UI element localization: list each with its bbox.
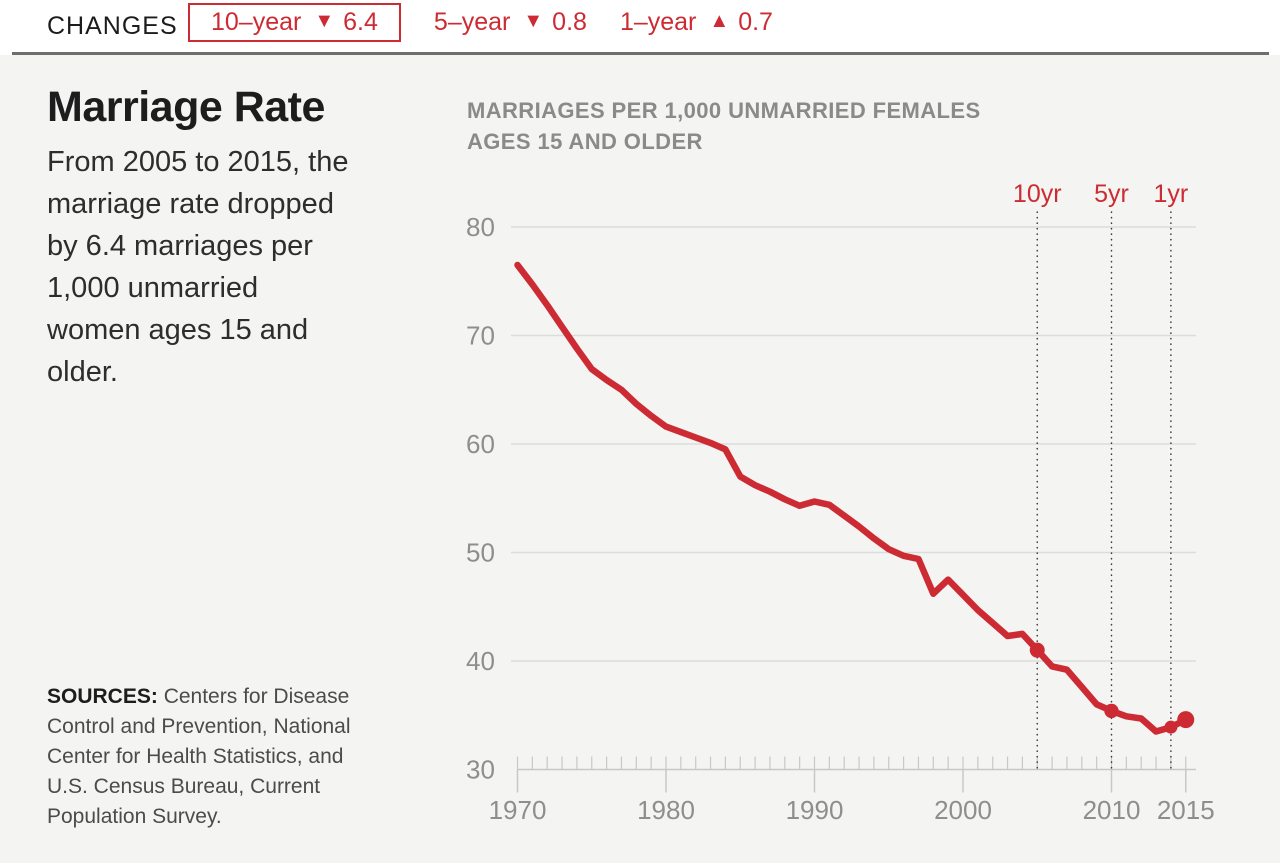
x-axis [516, 756, 1196, 793]
up-triangle-icon: ▲ [709, 10, 730, 32]
header-divider [12, 52, 1269, 55]
changes-bar: CHANGES 10–year ▼ 6.4 5–year ▼ 0.8 1–yea… [0, 0, 1280, 52]
sources-label: SOURCES: [47, 685, 158, 708]
svg-text:2015: 2015 [1157, 795, 1215, 825]
svg-text:2010: 2010 [1083, 795, 1141, 825]
svg-text:1980: 1980 [637, 795, 695, 825]
svg-text:50: 50 [466, 538, 495, 568]
page-title: Marriage Rate [47, 83, 325, 131]
data-point-markers [1029, 642, 1195, 734]
data-point-2005 [1029, 642, 1045, 658]
svg-text:80: 80 [466, 212, 495, 242]
data-point-2015 [1177, 711, 1195, 729]
annotation-label-10yr: 10yr [1013, 180, 1062, 208]
change-period-label: 1–year [619, 8, 697, 36]
svg-text:1990: 1990 [786, 795, 844, 825]
svg-text:40: 40 [466, 646, 495, 676]
down-triangle-icon: ▼ [314, 10, 335, 32]
annotation-guides: 10yr 5yr 1yr [1013, 180, 1189, 770]
svg-text:70: 70 [466, 321, 495, 351]
changes-items: 10–year ▼ 6.4 5–year ▼ 0.8 1–year ▲ 0.7 [188, 3, 773, 42]
marriage-rate-line [514, 261, 1190, 735]
change-period-label: 10–year [211, 8, 302, 36]
change-value: 0.7 [738, 8, 773, 36]
data-point-2014 [1164, 720, 1178, 734]
chart-card: Marriage Rate From 2005 to 2015, the mar… [0, 55, 1280, 863]
sources-text: Centers for Disease Control and Preventi… [47, 685, 351, 828]
down-triangle-icon: ▼ [523, 10, 544, 32]
chart-subtitle: MARRIAGES PER 1,000 UNMARRIED FEMALES AG… [467, 98, 981, 154]
x-axis-labels: 1970 1980 1990 2000 2010 2015 [489, 795, 1215, 825]
data-point-2010 [1104, 703, 1119, 719]
change-period-label: 5–year [433, 8, 511, 36]
change-value: 0.8 [552, 8, 587, 36]
change-item-1-year[interactable]: 1–year ▲ 0.7 [620, 3, 773, 42]
chart-description: From 2005 to 2015, the marriage rate dro… [47, 146, 349, 388]
svg-text:30: 30 [466, 755, 495, 785]
changes-label: CHANGES [47, 12, 178, 40]
y-axis-labels: 30 40 50 60 70 80 [466, 212, 495, 785]
sources-note: SOURCES: Centers for Disease Control and… [47, 682, 397, 832]
svg-text:1970: 1970 [489, 795, 547, 825]
svg-text:60: 60 [466, 429, 495, 459]
change-item-10-year[interactable]: 10–year ▼ 6.4 [188, 3, 401, 42]
change-value: 6.4 [343, 8, 378, 36]
y-gridlines [511, 226, 1196, 662]
change-item-5-year[interactable]: 5–year ▼ 0.8 [434, 3, 587, 42]
annotation-label-5yr: 5yr [1094, 180, 1129, 208]
svg-text:2000: 2000 [934, 795, 992, 825]
annotation-label-1yr: 1yr [1154, 180, 1189, 208]
